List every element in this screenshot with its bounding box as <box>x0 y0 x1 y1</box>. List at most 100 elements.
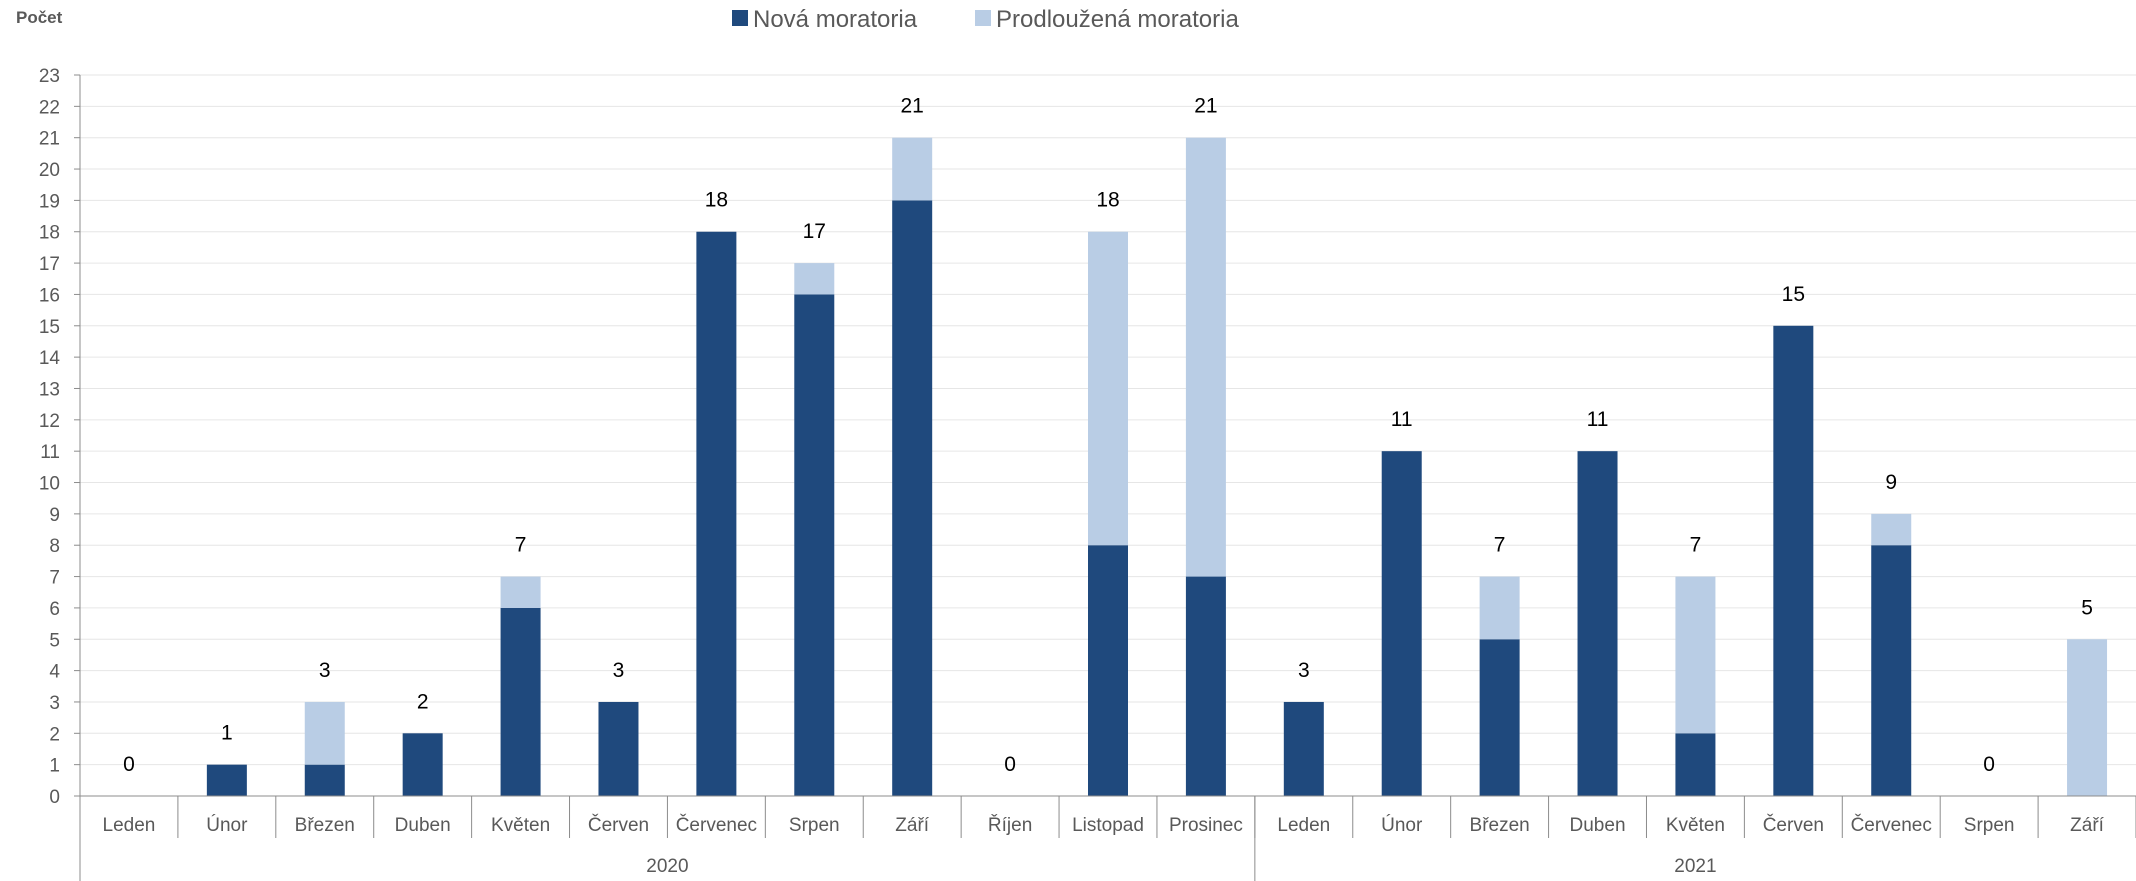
bar-segment-nova <box>1185 576 1226 796</box>
bar-segment-nova <box>304 764 345 796</box>
bar-segment-prodlouzena <box>1185 137 1226 577</box>
bar-segment-nova <box>1773 325 1814 796</box>
x-tick-label: Září <box>895 815 930 836</box>
y-tick-label: 2 <box>49 724 60 745</box>
x-tick-label: Leden <box>103 815 156 836</box>
y-tick-label: 5 <box>49 630 60 651</box>
y-tick-label: 19 <box>39 191 60 212</box>
y-tick-label: 14 <box>39 348 61 369</box>
y-tick-label: 4 <box>49 662 60 683</box>
bar-segment-nova <box>1675 733 1716 796</box>
bar-segment-prodlouzena <box>1871 513 1912 546</box>
bar-segment-nova <box>1479 639 1520 796</box>
x-tick-label: Únor <box>1381 814 1423 836</box>
total-data-label: 18 <box>705 189 728 212</box>
x-tick-label: Červenec <box>676 814 757 836</box>
legend: Nová moratoria Prodloužená moratoria <box>732 6 1239 33</box>
x-tick-label: Květen <box>491 815 550 836</box>
x-tick-label: Červenec <box>1851 814 1932 836</box>
y-tick-label: 9 <box>49 505 60 526</box>
total-data-label: 17 <box>803 220 826 243</box>
x-tick-label: Září <box>2070 815 2105 836</box>
y-tick-label: 22 <box>39 97 60 118</box>
total-data-label: 5 <box>2081 596 2093 619</box>
x-tick-label: Listopad <box>1072 815 1144 836</box>
total-data-label: 11 <box>1587 408 1609 431</box>
bar-segment-prodlouzena <box>1675 576 1716 734</box>
total-data-label: 3 <box>1298 659 1310 682</box>
x-tick-label: Duben <box>395 815 451 836</box>
x-tick-label: Únor <box>206 814 248 836</box>
y-tick-label: 12 <box>39 411 60 432</box>
y-tick-label: 11 <box>40 442 60 463</box>
total-data-label: 18 <box>1096 189 1119 212</box>
x-tick-label: Leden <box>1277 815 1330 836</box>
y-tick-label: 21 <box>39 129 60 150</box>
legend-label-prodlouzena: Prodloužená moratoria <box>996 6 1239 33</box>
total-data-label: 11 <box>1391 408 1413 431</box>
total-data-label: 21 <box>1194 95 1217 118</box>
x-tick-label: Srpen <box>1964 815 2015 836</box>
y-axis-title: Počet <box>16 8 63 27</box>
y-tick-label: 7 <box>49 568 60 589</box>
y-tick-label: 23 <box>39 66 60 87</box>
x-tick-label: Březen <box>295 815 355 836</box>
bar-segment-prodlouzena <box>500 576 541 608</box>
total-data-label: 15 <box>1782 283 1805 306</box>
y-tick-label: 18 <box>39 223 60 244</box>
x-tick-label: Květen <box>1666 815 1725 836</box>
bar-segment-prodlouzena <box>794 263 835 295</box>
data-labels: 0 1 3 2 7 3 18 17 21 0 18 21 3 11 7 11 7 15 9 0 5 <box>123 95 2093 776</box>
total-data-label: 0 <box>1983 753 1995 776</box>
bar-segment-nova <box>1381 451 1422 796</box>
x-tick-label: Březen <box>1470 815 1530 836</box>
x-group-label: 2021 <box>1674 856 1716 877</box>
bar-segment-nova <box>794 294 835 796</box>
legend-item-nova: Nová moratoria <box>732 6 918 33</box>
total-data-label: 7 <box>1494 534 1506 557</box>
y-tick-label: 13 <box>39 379 60 400</box>
bar-segment-nova <box>1283 701 1324 796</box>
x-tick-label: Prosinec <box>1169 815 1243 836</box>
bar-segment-prodlouzena <box>304 701 345 765</box>
x-tick-label: Říjen <box>988 814 1032 836</box>
legend-swatch-prodlouzena <box>975 10 991 26</box>
legend-item-prodlouzena: Prodloužená moratoria <box>975 6 1239 33</box>
bar-segment-nova <box>1577 451 1618 796</box>
y-tick-label: 6 <box>49 599 60 620</box>
total-data-label: 3 <box>613 659 625 682</box>
total-data-label: 0 <box>1004 753 1016 776</box>
bar-segment-nova <box>892 200 933 797</box>
bar-segment-prodlouzena <box>2067 639 2108 796</box>
bar-segment-nova <box>500 607 541 796</box>
y-tick-label: 10 <box>39 474 60 495</box>
y-tick-label: 17 <box>39 254 60 275</box>
x-tick-label: Duben <box>1570 815 1626 836</box>
legend-swatch-nova <box>732 10 748 26</box>
total-data-label: 7 <box>515 534 527 557</box>
bars <box>206 137 2108 797</box>
bar-segment-nova <box>1871 545 1912 796</box>
y-tick-label: 20 <box>39 160 60 181</box>
bar-segment-nova <box>696 231 737 796</box>
bar-segment-nova <box>598 701 639 796</box>
x-group-label: 2020 <box>646 856 688 877</box>
y-tick-label: 16 <box>39 285 60 306</box>
bar-segment-nova <box>1088 545 1128 796</box>
bar-segment-prodlouzena <box>892 137 933 201</box>
bar-segment-prodlouzena <box>1479 576 1520 640</box>
total-data-label: 1 <box>221 722 233 745</box>
y-tick-label: 3 <box>49 693 60 714</box>
total-data-label: 21 <box>901 95 924 118</box>
bar-segment-nova <box>402 733 443 796</box>
y-tick-label: 15 <box>39 317 60 338</box>
y-tick-label: 0 <box>49 787 60 808</box>
legend-label-nova: Nová moratoria <box>753 6 918 33</box>
total-data-label: 3 <box>319 659 331 682</box>
y-tick-label: 8 <box>49 536 60 557</box>
total-data-label: 9 <box>1885 471 1897 494</box>
total-data-label: 2 <box>417 690 429 713</box>
y-tick-label: 1 <box>49 756 60 777</box>
